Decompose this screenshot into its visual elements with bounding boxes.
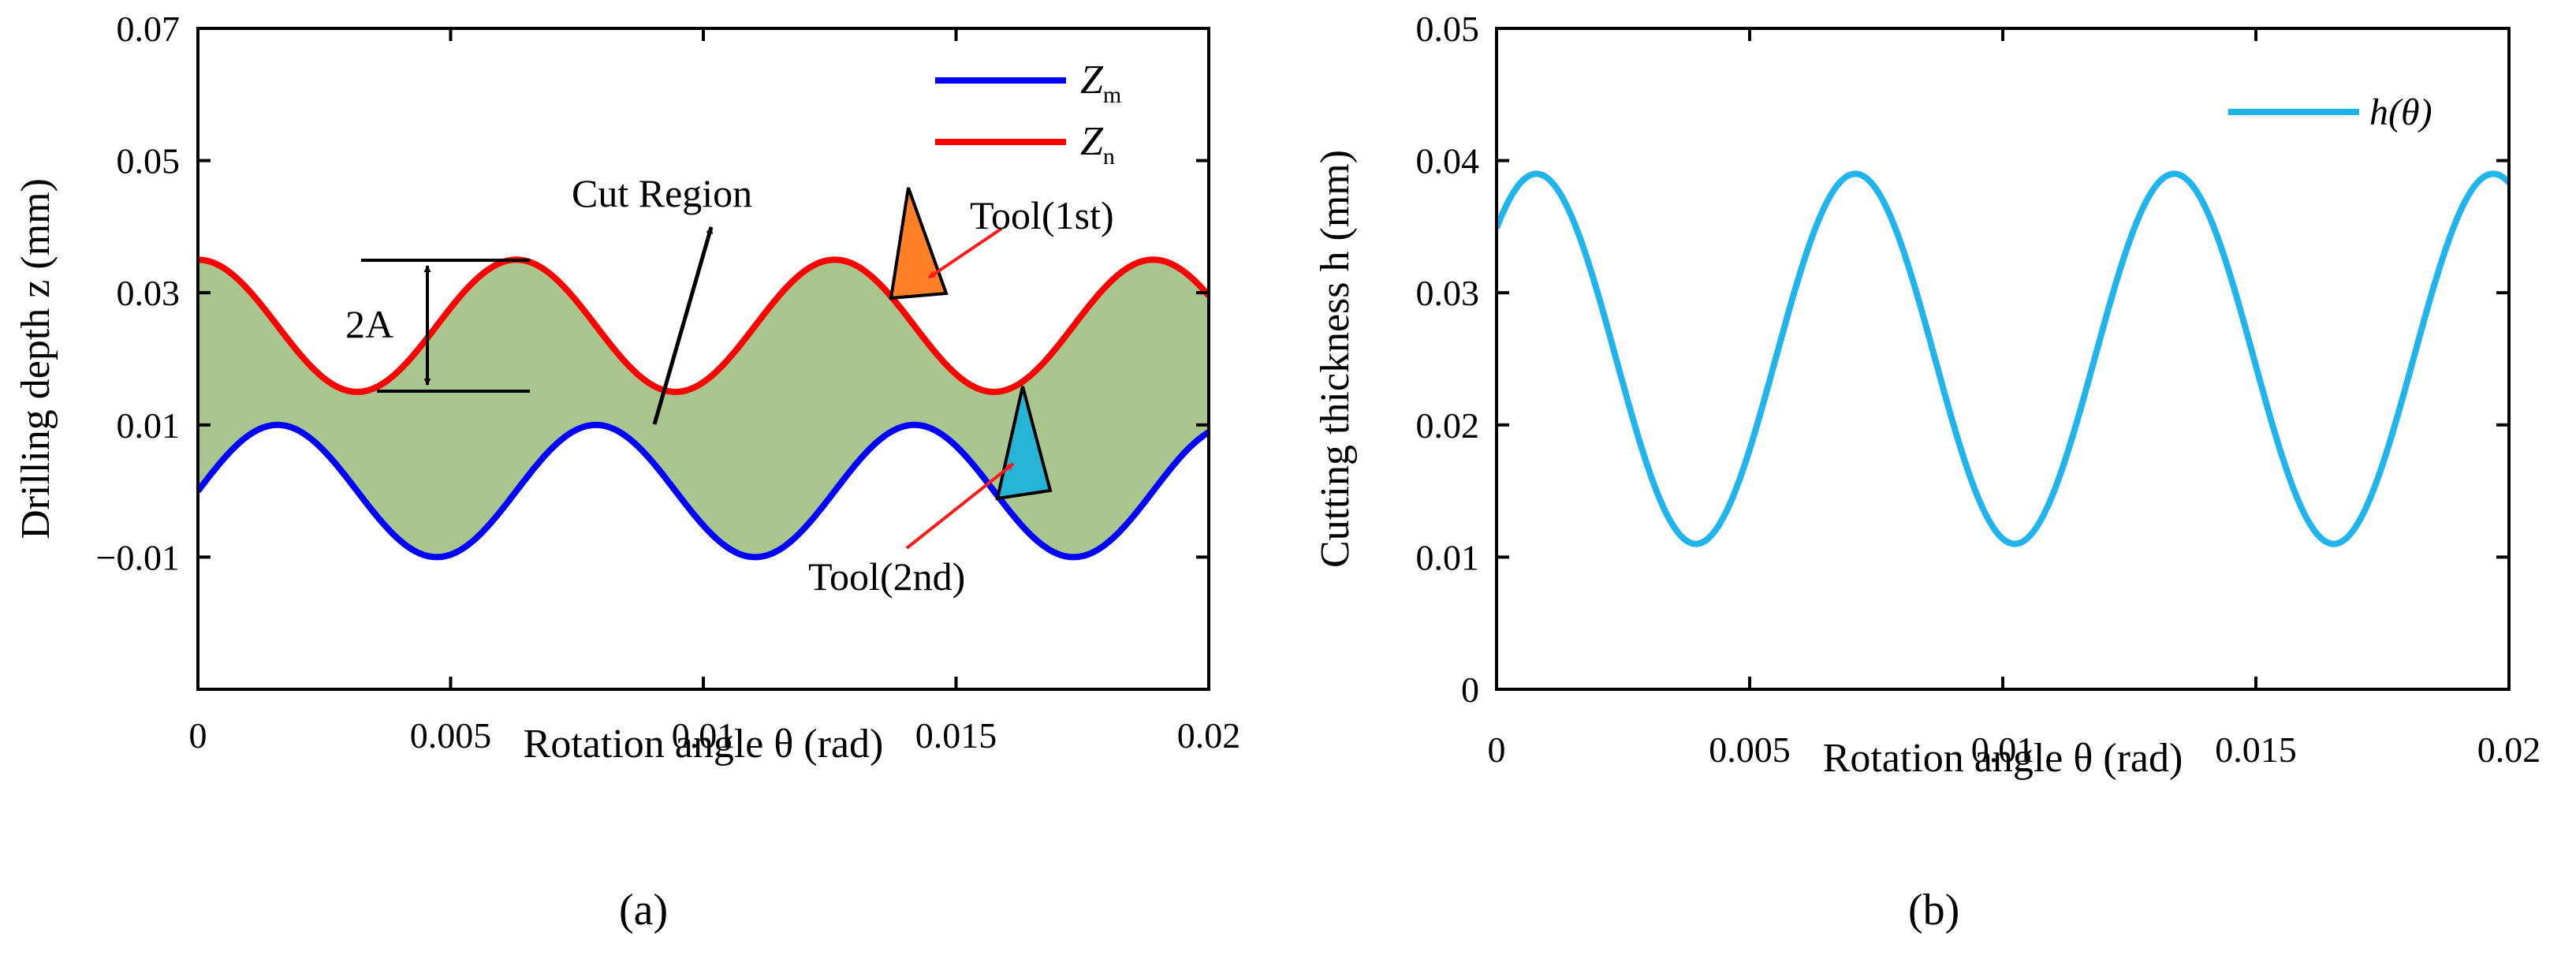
tool-1st-icon [889,187,949,300]
amplitude-label: 2A [345,302,393,346]
x-tick-label: 0.005 [410,715,492,756]
y-tick-label: 0.07 [117,9,181,49]
plot-frame-b [1495,27,2511,691]
panel-a: 0 0.005 0.01 0.015 0.02 −0.01 0.01 0.03 0.05 0.07… [13,9,1240,935]
ticks-a: 0 0.005 0.01 0.015 0.02 −0.01 0.01 0.03 0.05 0.07 [96,9,1241,756]
panel-b: 0 0.005 0.01 0.015 0.02 0 0.01 0.02 0.03 0.04 0.05… [1313,9,2541,935]
y-tick-label: 0.05 [1416,9,1480,49]
series-line-zm [198,421,1209,561]
caption-b: (b) [1908,886,1959,935]
caption-a: (a) [619,886,668,935]
series-line-h [1497,170,2509,547]
x-tick-label: 0 [1488,730,1506,770]
legend-label-h: h(θ) [2369,91,2432,133]
y-tick-label: 0.02 [1416,405,1480,446]
series-line-zn [198,256,1209,395]
y-tick-label: 0.01 [1416,537,1480,577]
amplitude-annotation: 2A [345,259,530,393]
tool-1st-annotation: Tool(1st) [889,187,1114,300]
cut-region-annotation: Cut Region [572,171,752,425]
legend-a: Zm Zn [935,58,1121,170]
x-tick-label: 0.01 [1971,730,2035,770]
legend-label-zm: Zm [1080,58,1121,108]
tool-2nd-label: Tool(2nd) [808,554,965,599]
x-tick-label: 0.015 [2215,730,2297,770]
cut-region-fill [198,259,1209,558]
x-tick-label: 0.005 [1709,730,1791,770]
legend-b: h(θ) [2228,91,2432,133]
y-tick-label: 0.03 [1416,273,1480,313]
y-tick-label: −0.01 [96,537,180,577]
x-axis-label-a: Rotation angle θ (rad) [524,722,884,767]
x-tick-label: 0.01 [672,715,736,756]
y-tick-label: 0.04 [1416,141,1480,181]
y-tick-label: 0.03 [117,273,181,313]
x-tick-label: 0.02 [2477,730,2541,770]
x-tick-label: 0.02 [1177,715,1241,756]
tool-2nd-annotation: Tool(2nd) [808,386,1053,599]
y-tick-label: 0.01 [117,405,181,446]
y-axis-label-b: Cutting thickness h (mm) [1313,150,1358,568]
y-axis-label-a: Drilling depth z (mm) [13,178,58,539]
x-tick-label: 0.015 [915,715,997,756]
ticks-b: 0 0.005 0.01 0.015 0.02 0 0.01 0.02 0.03 0.04 0.05 [1416,9,2541,770]
legend-label-zn: Zn [1080,119,1115,170]
tool-1st-label: Tool(1st) [970,193,1114,237]
y-tick-label: 0 [1461,670,1479,710]
x-axis-label-b: Rotation angle θ (rad) [1823,736,2183,781]
x-tick-label: 0 [189,715,207,756]
cut-region-label: Cut Region [572,171,752,215]
y-tick-label: 0.05 [117,141,181,181]
